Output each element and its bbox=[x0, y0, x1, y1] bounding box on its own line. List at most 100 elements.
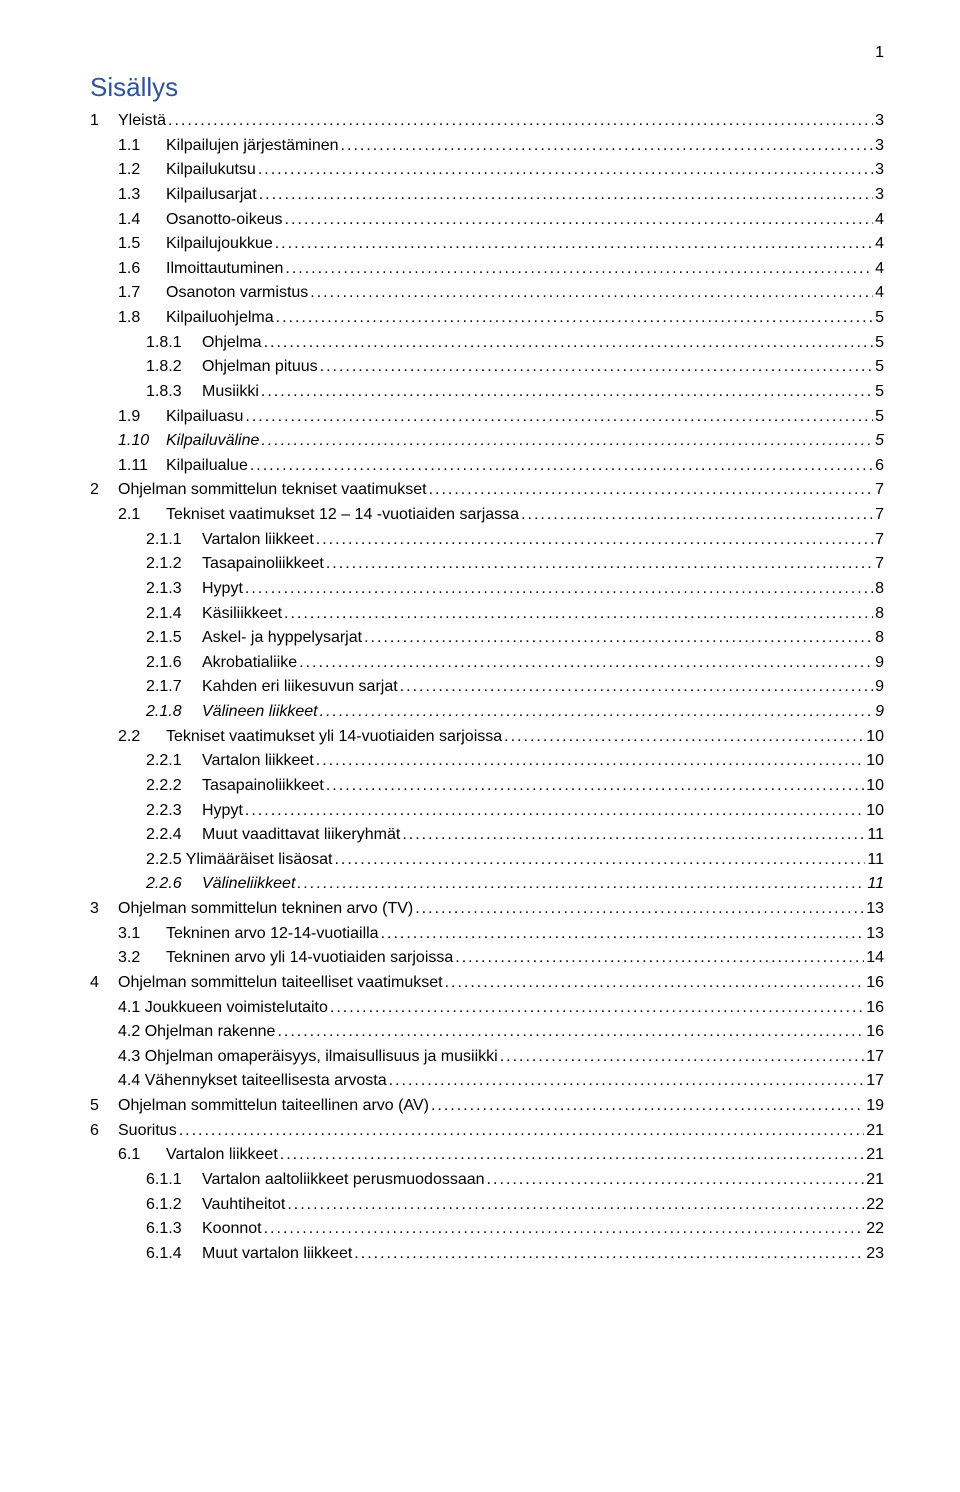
toc-entry-page: 4 bbox=[875, 208, 884, 233]
toc-entry-page: 9 bbox=[875, 675, 884, 700]
toc-entry[interactable]: 1.4Osanotto-oikeus 4 bbox=[90, 208, 884, 233]
toc-leader-dots bbox=[431, 1094, 864, 1119]
toc-entry-number: 1.8.3 bbox=[146, 380, 202, 405]
toc-entry[interactable]: 6.1Vartalon liikkeet 21 bbox=[90, 1143, 884, 1168]
toc-entry[interactable]: 2.2.2Tasapainoliikkeet 10 bbox=[90, 774, 884, 799]
toc-entry[interactable]: 2.2.1Vartalon liikkeet 10 bbox=[90, 749, 884, 774]
toc-entry-page: 5 bbox=[875, 331, 884, 356]
toc-entry[interactable]: 4.1 Joukkueen voimistelutaito 16 bbox=[90, 996, 884, 1021]
toc-leader-dots bbox=[429, 478, 874, 503]
toc-leader-dots bbox=[258, 158, 873, 183]
toc-entry[interactable]: 1.8.2Ohjelman pituus 5 bbox=[90, 355, 884, 380]
toc-entry[interactable]: 1.11Kilpailualue 6 bbox=[90, 454, 884, 479]
toc-leader-dots bbox=[287, 1193, 864, 1218]
toc-leader-dots bbox=[354, 1242, 864, 1267]
toc-entry-number: 5 bbox=[90, 1094, 118, 1119]
toc-entry[interactable]: 1.3Kilpailusarjat 3 bbox=[90, 183, 884, 208]
toc-entry[interactable]: 2.1.7Kahden eri liikesuvun sarjat 9 bbox=[90, 675, 884, 700]
toc-entry[interactable]: 5Ohjelman sommittelun taiteellinen arvo … bbox=[90, 1094, 884, 1119]
toc-entry-page: 5 bbox=[875, 306, 884, 331]
toc-entry[interactable]: 4.2 Ohjelman rakenne 16 bbox=[90, 1020, 884, 1045]
toc-entry[interactable]: 6.1.4Muut vartalon liikkeet 23 bbox=[90, 1242, 884, 1267]
toc-entry-number: 2.1.8 bbox=[146, 700, 202, 725]
toc-entry[interactable]: 6.1.2Vauhtiheitot 22 bbox=[90, 1193, 884, 1218]
toc-entry[interactable]: 3Ohjelman sommittelun tekninen arvo (TV)… bbox=[90, 897, 884, 922]
toc-entry-title: Ohjelman sommittelun tekniset vaatimukse… bbox=[118, 478, 427, 503]
toc-leader-dots bbox=[261, 429, 873, 454]
toc-leader-dots bbox=[455, 946, 864, 971]
toc-entry[interactable]: 2.1.2Tasapainoliikkeet 7 bbox=[90, 552, 884, 577]
toc-entry[interactable]: 2.1.3Hypyt 8 bbox=[90, 577, 884, 602]
toc-leader-dots bbox=[500, 1045, 865, 1070]
toc-leader-dots bbox=[445, 971, 865, 996]
toc-entry-title: Muut vartalon liikkeet bbox=[202, 1242, 352, 1267]
toc-entry[interactable]: 2.2.5 Ylimääräiset lisäosat 11 bbox=[90, 848, 884, 873]
toc-entry-title: 2.2.5 Ylimääräiset lisäosat bbox=[146, 848, 332, 873]
toc-entry-number: 6 bbox=[90, 1119, 118, 1144]
toc-entry-page: 22 bbox=[866, 1217, 884, 1242]
toc-entry[interactable]: 2.1.1Vartalon liikkeet 7 bbox=[90, 528, 884, 553]
toc-entry[interactable]: 1.1Kilpailujen järjestäminen 3 bbox=[90, 134, 884, 159]
toc-entry[interactable]: 1.10Kilpailuväline 5 bbox=[90, 429, 884, 454]
toc-entry[interactable]: 3.1Tekninen arvo 12-14-vuotiailla 13 bbox=[90, 922, 884, 947]
toc-entry[interactable]: 4.4 Vähennykset taiteellisesta arvosta 1… bbox=[90, 1069, 884, 1094]
toc-entry[interactable]: 6Suoritus 21 bbox=[90, 1119, 884, 1144]
toc-leader-dots bbox=[168, 109, 873, 134]
toc-entry[interactable]: 4Ohjelman sommittelun taiteelliset vaati… bbox=[90, 971, 884, 996]
toc-entry[interactable]: 6.1.3Koonnot 22 bbox=[90, 1217, 884, 1242]
toc-entry[interactable]: 1.8.1Ohjelma 5 bbox=[90, 331, 884, 356]
toc-entry-title: Ohjelma bbox=[202, 331, 262, 356]
toc-entry-number: 2.1.3 bbox=[146, 577, 202, 602]
toc-entry-page: 16 bbox=[866, 1020, 884, 1045]
toc-leader-dots bbox=[320, 700, 873, 725]
toc-entry-number: 3.1 bbox=[118, 922, 166, 947]
toc-entry-title: Kilpailuväline bbox=[166, 429, 259, 454]
toc-entry-page: 3 bbox=[875, 134, 884, 159]
toc-entry[interactable]: 1.5Kilpailujoukkue 4 bbox=[90, 232, 884, 257]
toc-entry-number: 2.2.6 bbox=[146, 872, 202, 897]
toc-entry-number: 2.1.2 bbox=[146, 552, 202, 577]
toc-entry[interactable]: 1.8Kilpailuohjelma 5 bbox=[90, 306, 884, 331]
toc-entry[interactable]: 2Ohjelman sommittelun tekniset vaatimuks… bbox=[90, 478, 884, 503]
toc-entry-page: 23 bbox=[866, 1242, 884, 1267]
toc-entry-number: 2.2 bbox=[118, 725, 166, 750]
toc-entry[interactable]: 1.9Kilpailuasu 5 bbox=[90, 405, 884, 430]
toc-leader-dots bbox=[521, 503, 873, 528]
toc-entry[interactable]: 2.2.6Välineliikkeet 11 bbox=[90, 872, 884, 897]
toc-entry-page: 22 bbox=[866, 1193, 884, 1218]
toc-entry-title: Kilpailukutsu bbox=[166, 158, 256, 183]
toc-entry-title: 4.2 Ohjelman rakenne bbox=[118, 1020, 275, 1045]
toc-entry-page: 8 bbox=[875, 602, 884, 627]
toc-entry-number: 1.8.1 bbox=[146, 331, 202, 356]
toc-entry[interactable]: 1.2Kilpailukutsu 3 bbox=[90, 158, 884, 183]
toc-entry[interactable]: 2.1Tekniset vaatimukset 12 – 14 -vuotiai… bbox=[90, 503, 884, 528]
toc-entry[interactable]: 6.1.1Vartalon aaltoliikkeet perusmuodoss… bbox=[90, 1168, 884, 1193]
toc-entry[interactable]: 3.2Tekninen arvo yli 14-vuotiaiden sarjo… bbox=[90, 946, 884, 971]
toc-entry[interactable]: 2.1.4Käsiliikkeet 8 bbox=[90, 602, 884, 627]
toc-entry-number: 3.2 bbox=[118, 946, 166, 971]
toc-entry-page: 11 bbox=[867, 848, 884, 873]
toc-entry[interactable]: 4.3 Ohjelman omaperäisyys, ilmaisullisuu… bbox=[90, 1045, 884, 1070]
toc-entry[interactable]: 2.2Tekniset vaatimukset yli 14-vuotiaide… bbox=[90, 725, 884, 750]
toc-entry[interactable]: 2.1.6Akrobatialiike 9 bbox=[90, 651, 884, 676]
toc-entry-title: Ohjelman pituus bbox=[202, 355, 318, 380]
toc-entry-page: 10 bbox=[866, 774, 884, 799]
toc-entry-title: Osanotto-oikeus bbox=[166, 208, 283, 233]
toc-entry[interactable]: 1.8.3Musiikki 5 bbox=[90, 380, 884, 405]
toc-entry[interactable]: 2.1.8Välineen liikkeet 9 bbox=[90, 700, 884, 725]
toc-entry-page: 7 bbox=[875, 528, 884, 553]
toc-entry[interactable]: 1Yleistä 3 bbox=[90, 109, 884, 134]
toc-entry-page: 4 bbox=[875, 232, 884, 257]
toc-entry-number: 2.1.6 bbox=[146, 651, 202, 676]
toc-entry[interactable]: 2.2.3Hypyt 10 bbox=[90, 799, 884, 824]
toc-entry-title: Vartalon liikkeet bbox=[202, 528, 314, 553]
toc-entry-page: 9 bbox=[875, 651, 884, 676]
toc-entry-number: 1.3 bbox=[118, 183, 166, 208]
toc-entry[interactable]: 1.7Osanoton varmistus 4 bbox=[90, 281, 884, 306]
toc-leader-dots bbox=[285, 257, 873, 282]
toc-leader-dots bbox=[245, 577, 873, 602]
toc-entry[interactable]: 2.2.4Muut vaadittavat liikeryhmät 11 bbox=[90, 823, 884, 848]
toc-entry[interactable]: 2.1.5Askel- ja hyppelysarjat 8 bbox=[90, 626, 884, 651]
toc-entry[interactable]: 1.6Ilmoittautuminen 4 bbox=[90, 257, 884, 282]
toc-entry-page: 17 bbox=[866, 1069, 884, 1094]
